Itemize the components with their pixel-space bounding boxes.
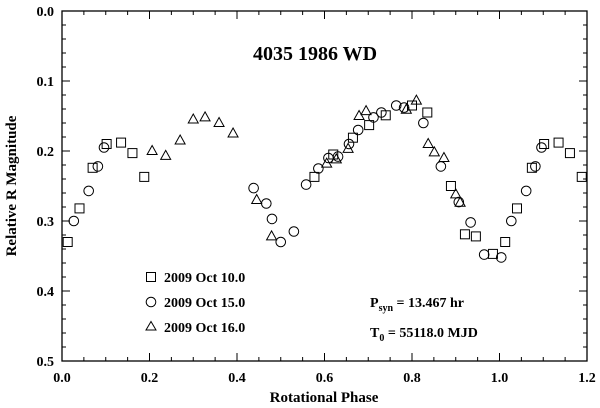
- square-point: [500, 237, 511, 247]
- square-point: [553, 137, 564, 148]
- circle-point: [506, 215, 517, 227]
- square-point: [309, 171, 320, 182]
- triangle-point: [330, 152, 343, 164]
- square-point: [422, 107, 433, 118]
- triangle-point: [174, 133, 186, 145]
- period-annotation: Psyn = 13.467 hr: [370, 296, 464, 314]
- circle-point: [332, 151, 344, 162]
- square-point: [564, 148, 575, 159]
- circle-point: [520, 185, 532, 197]
- square-point: [127, 148, 138, 159]
- x-tick-label: 0.8: [403, 371, 421, 386]
- square-point: [576, 171, 587, 182]
- axis-ticks: [61, 10, 588, 362]
- x-tick-label: 0.2: [141, 371, 159, 386]
- square-point: [470, 231, 481, 242]
- x-tick-label: 0.4: [228, 371, 246, 386]
- legend-label-series-2: 2009 Oct 15.0: [164, 296, 245, 311]
- circle-point: [266, 213, 278, 225]
- circle-point: [98, 142, 110, 153]
- triangle-point: [422, 137, 435, 148]
- epoch-annotation: T0 = 55118.0 MJD: [370, 326, 478, 344]
- y-tick-label: 0.0: [37, 5, 55, 20]
- circle-point: [398, 102, 410, 113]
- triangle-point: [146, 144, 158, 155]
- y-tick-label: 0.3: [37, 215, 55, 230]
- circle-point: [313, 163, 324, 174]
- square-point: [139, 171, 150, 182]
- triangle-point: [250, 193, 263, 204]
- triangle-point: [428, 145, 441, 157]
- circle-point: [453, 196, 465, 208]
- triangle-point: [342, 142, 354, 153]
- legend: 2009 Oct 10.0 2009 Oct 15.0 2009 Oct 16.…: [145, 271, 245, 336]
- square-point: [116, 137, 127, 148]
- circle-point: [495, 252, 507, 263]
- circle-point: [465, 217, 476, 228]
- square-point: [74, 203, 85, 214]
- triangle-point: [213, 116, 225, 127]
- circle-point: [418, 117, 429, 129]
- y-tick-label: 0.5: [37, 355, 55, 370]
- triangle-point: [454, 196, 466, 207]
- x-tick-label: 1.0: [491, 371, 509, 386]
- triangle-point: [227, 126, 239, 138]
- circle-point: [343, 138, 355, 150]
- circle-point: [376, 107, 387, 118]
- triangle-point: [320, 157, 333, 168]
- circle-point: [288, 226, 300, 237]
- legend-label-series-1: 2009 Oct 10.0: [164, 271, 245, 286]
- triangle-point: [159, 149, 172, 160]
- y-axis-label: Relative R Magnitude: [4, 115, 20, 256]
- y-tick-label: 0.2: [37, 145, 55, 160]
- triangle-point: [360, 104, 372, 116]
- triangle-point: [410, 94, 423, 105]
- circle-point: [83, 185, 94, 197]
- axis-tick-labels: 0.0 0.2 0.4 0.6 0.8 1.0 1.2 0.0 0.1 0.2 0.3 0.4 0.5: [37, 5, 596, 386]
- circle-point: [435, 161, 447, 172]
- circle-point: [530, 161, 541, 172]
- square-point: [62, 237, 73, 247]
- triangle-point: [400, 103, 413, 114]
- square-point: [364, 120, 375, 131]
- x-tick-label: 0.0: [53, 371, 71, 386]
- square-point: [87, 162, 98, 173]
- square-point: [512, 203, 522, 214]
- legend-label-series-3: 2009 Oct 16.0: [164, 321, 245, 336]
- x-tick-label: 1.2: [578, 371, 596, 386]
- circle-point: [68, 215, 80, 227]
- circle-point: [261, 198, 272, 209]
- y-tick-label: 0.4: [37, 285, 55, 300]
- legend-triangle-marker: [145, 320, 157, 331]
- circle-point: [368, 112, 379, 123]
- data-points: [62, 94, 587, 263]
- legend-square-marker: [146, 272, 156, 282]
- circle-point: [390, 100, 402, 111]
- x-axis-label: Rotational Phase: [270, 390, 379, 406]
- circle-point: [536, 142, 547, 153]
- legend-circle-marker: [145, 296, 157, 308]
- triangle-point: [449, 187, 462, 199]
- triangle-point: [265, 229, 278, 241]
- circle-point: [478, 249, 490, 260]
- circle-point: [248, 182, 259, 194]
- x-tick-label: 0.6: [316, 371, 334, 386]
- triangle-point: [199, 110, 211, 122]
- square-point: [101, 139, 112, 149]
- square-point: [539, 139, 550, 149]
- square-point: [445, 181, 456, 191]
- circle-point: [352, 124, 364, 136]
- chart-title: 4035 1986 WD: [253, 43, 377, 65]
- circle-point: [300, 179, 312, 190]
- square-point: [459, 229, 470, 240]
- triangle-point: [187, 112, 200, 124]
- y-tick-label: 0.1: [37, 75, 55, 90]
- circle-point: [275, 236, 287, 248]
- triangle-point: [438, 151, 450, 162]
- circle-point: [92, 161, 104, 172]
